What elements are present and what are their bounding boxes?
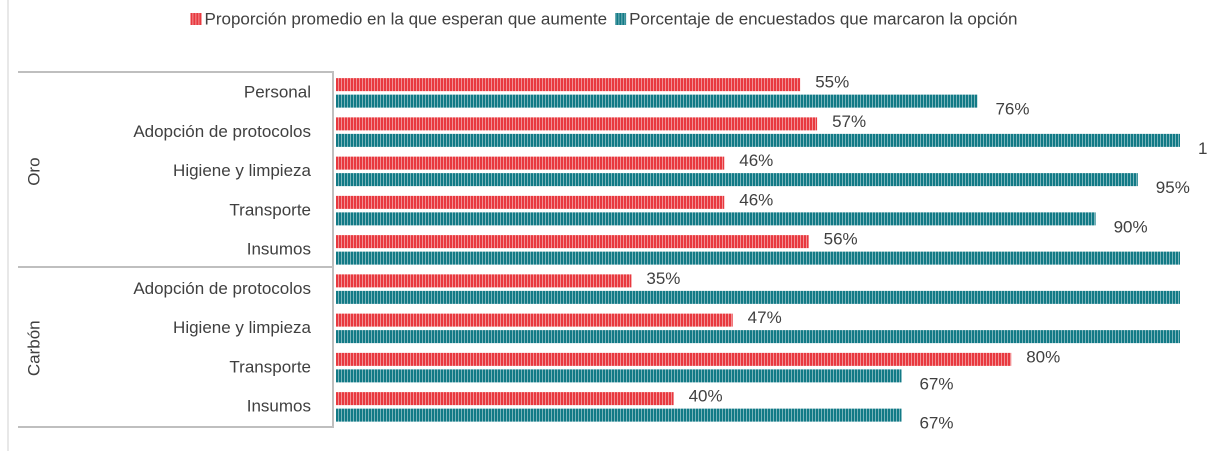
- legend-swatch: [615, 13, 627, 25]
- bar: [336, 133, 1180, 147]
- bar: [336, 392, 674, 406]
- group-label: Carbón: [24, 320, 43, 376]
- bar: [336, 352, 1012, 366]
- category-label: Adopción de protocolos: [133, 122, 311, 141]
- legend-swatch: [190, 13, 202, 25]
- bar: [336, 274, 632, 288]
- legend-label: Proporción promedio en la que esperan qu…: [204, 9, 607, 28]
- category-label: Transporte: [229, 357, 311, 376]
- category-label: Insumos: [247, 240, 311, 259]
- bar: [336, 369, 902, 383]
- bar: [336, 330, 1180, 344]
- bar: [336, 195, 725, 209]
- category-label: Higiene y limpieza: [173, 318, 311, 337]
- bar: [336, 173, 1138, 187]
- data-label: 46%: [739, 190, 773, 209]
- data-label: 95%: [1156, 178, 1190, 197]
- data-label: 56%: [824, 230, 858, 249]
- category-label: Adopción de protocolos: [133, 279, 311, 298]
- bar: [336, 78, 801, 92]
- data-label: 55%: [815, 73, 849, 92]
- legend-label: Porcentaje de encuestados que marcaron l…: [629, 9, 1017, 28]
- bar: [336, 212, 1096, 226]
- category-label: Transporte: [229, 200, 311, 219]
- bar: [336, 117, 818, 131]
- data-label: 35%: [646, 269, 680, 288]
- data-label: 67%: [919, 374, 953, 393]
- category-label: Insumos: [247, 397, 311, 416]
- bar: [336, 94, 978, 108]
- data-label: 76%: [995, 100, 1029, 119]
- bar: [336, 313, 733, 327]
- data-label: 90%: [1114, 217, 1148, 236]
- group-label: Oro: [24, 157, 43, 185]
- data-label: 100%: [1198, 139, 1208, 158]
- data-label: 80%: [1026, 347, 1060, 366]
- data-label: 67%: [919, 414, 953, 433]
- bar: [336, 156, 725, 170]
- category-label: Personal: [244, 83, 311, 102]
- data-label: 47%: [748, 308, 782, 327]
- bar: [336, 235, 809, 249]
- legend: Proporción promedio en la que esperan qu…: [190, 9, 1018, 28]
- data-label: 57%: [832, 112, 866, 131]
- bar: [336, 408, 902, 422]
- data-label: 46%: [739, 151, 773, 170]
- group-bracket: [18, 71, 334, 428]
- bar: [336, 251, 1180, 265]
- category-label: Higiene y limpieza: [173, 161, 311, 180]
- bar: [336, 290, 1180, 304]
- data-label: 40%: [689, 387, 723, 406]
